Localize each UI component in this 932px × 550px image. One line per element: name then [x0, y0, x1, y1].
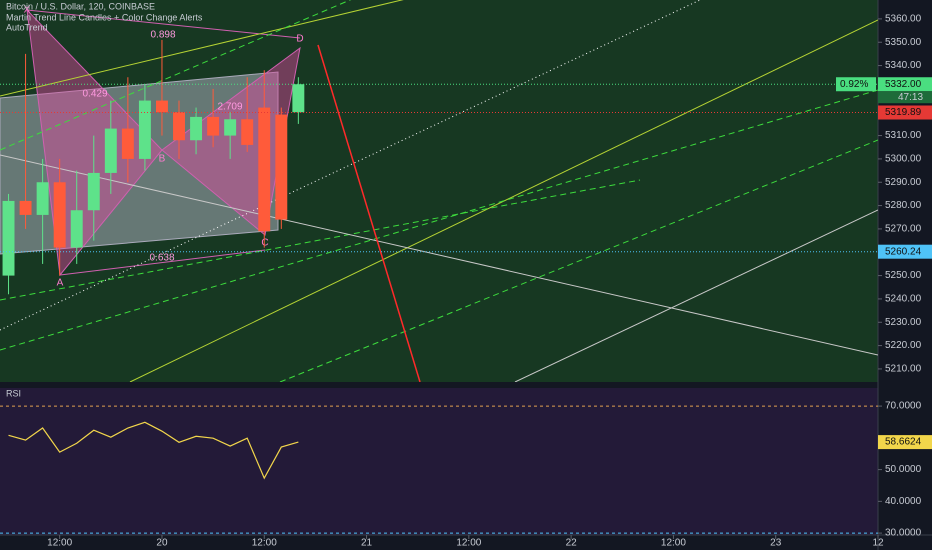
x-tick-label: 12 [872, 538, 884, 549]
x-tick-label: 12:00 [252, 538, 277, 549]
y-tick-label: 5310.00 [885, 130, 922, 141]
indicator-name: Martin Trend Line Candles + Color Change… [6, 12, 203, 22]
pattern-line [26, 9, 301, 39]
price-label-box [878, 77, 932, 92]
change-label: 0.92% [840, 79, 868, 90]
trend-line [514, 209, 878, 382]
indicator-name: AutoTrend [6, 22, 48, 32]
x-tick-label: 20 [156, 538, 168, 549]
y-tick-label: 5340.00 [885, 60, 922, 71]
price-label-box [878, 105, 932, 120]
pattern-point: A [57, 278, 64, 289]
candle-body [121, 128, 134, 159]
y-tick-label: 40.0000 [885, 496, 922, 507]
x-tick-label: 21 [361, 538, 373, 549]
x-tick-label: 23 [770, 538, 782, 549]
candle-body [70, 210, 83, 248]
pattern-point: X [24, 5, 31, 16]
last-value-box [878, 435, 932, 450]
y-tick-label: 50.0000 [885, 464, 922, 475]
candle-body [19, 200, 32, 215]
y-tick-label: 5290.00 [885, 177, 922, 188]
y-tick-label: 5300.00 [885, 154, 922, 165]
candle-body [241, 119, 254, 145]
y-tick-label: 5230.00 [885, 317, 922, 328]
y-tick-label: 5360.00 [885, 14, 922, 25]
candle-body [2, 200, 15, 276]
x-tick-label: 22 [566, 538, 578, 549]
trend-line [0, 179, 641, 301]
candle-body [275, 114, 288, 220]
trend-line [0, 154, 878, 356]
pattern-line [59, 249, 266, 276]
countdown-label: 47:13 [898, 92, 923, 103]
candle-body [173, 112, 185, 141]
countdown-box [878, 91, 932, 104]
trend-line [317, 44, 421, 382]
y-tick-label: 5250.00 [885, 270, 922, 281]
y-tick-label: 70.0000 [885, 401, 922, 412]
pattern-point: C [261, 238, 268, 249]
candle-body [138, 100, 151, 159]
price-label: 5260.24 [885, 246, 922, 257]
x-tick-label: 12:00 [456, 538, 481, 549]
y-tick-label: 5220.00 [885, 340, 922, 351]
rsi-line [8, 421, 299, 480]
candle-body [258, 107, 271, 232]
y-tick-label: 5240.00 [885, 294, 922, 305]
last-value-label: 58.6624 [885, 437, 922, 448]
change-box [836, 77, 876, 92]
price-label: 5332.00 [885, 79, 922, 90]
price-label: 5319.89 [885, 107, 922, 118]
candle-body [104, 128, 117, 173]
trend-line [0, 89, 878, 351]
y-tick-label: 5350.00 [885, 37, 922, 48]
pattern-ratio: 0.638 [149, 253, 174, 264]
symbol-title: Bitcoin / U.S. Dollar, 120, COINBASE [6, 1, 155, 11]
pattern-ratio: 0.429 [82, 89, 107, 100]
y-tick-label: 30.0000 [885, 528, 922, 539]
trend-line [0, 0, 701, 331]
price-label-box [878, 244, 932, 259]
candle-body [224, 119, 237, 136]
candle-body [87, 172, 100, 211]
pattern-point: D [296, 34, 303, 45]
candle-body [53, 182, 66, 248]
pattern-point: B [159, 154, 166, 165]
pattern-ratio: 2.709 [217, 102, 242, 113]
rsi-pane [0, 388, 878, 535]
trend-line [0, 0, 404, 97]
candle-body [155, 100, 168, 113]
y-tick-label: 5210.00 [885, 364, 922, 375]
candle-body [207, 116, 220, 136]
main-pane [0, 0, 878, 382]
y-tick-label: 5280.00 [885, 200, 922, 211]
pattern-labels: X A B C D 0.898 0.429 2.709 0.638 [24, 5, 304, 289]
candle-body [292, 84, 305, 113]
trend-line [279, 139, 878, 382]
x-tick-label: 12:00 [47, 538, 72, 549]
candle-body [36, 182, 49, 215]
pattern-ratio: 0.898 [150, 30, 175, 41]
y-tick-label: 5270.00 [885, 224, 922, 235]
x-tick-label: 12:00 [661, 538, 686, 549]
candle-body [190, 116, 203, 141]
rsi-title: RSI [6, 388, 21, 398]
